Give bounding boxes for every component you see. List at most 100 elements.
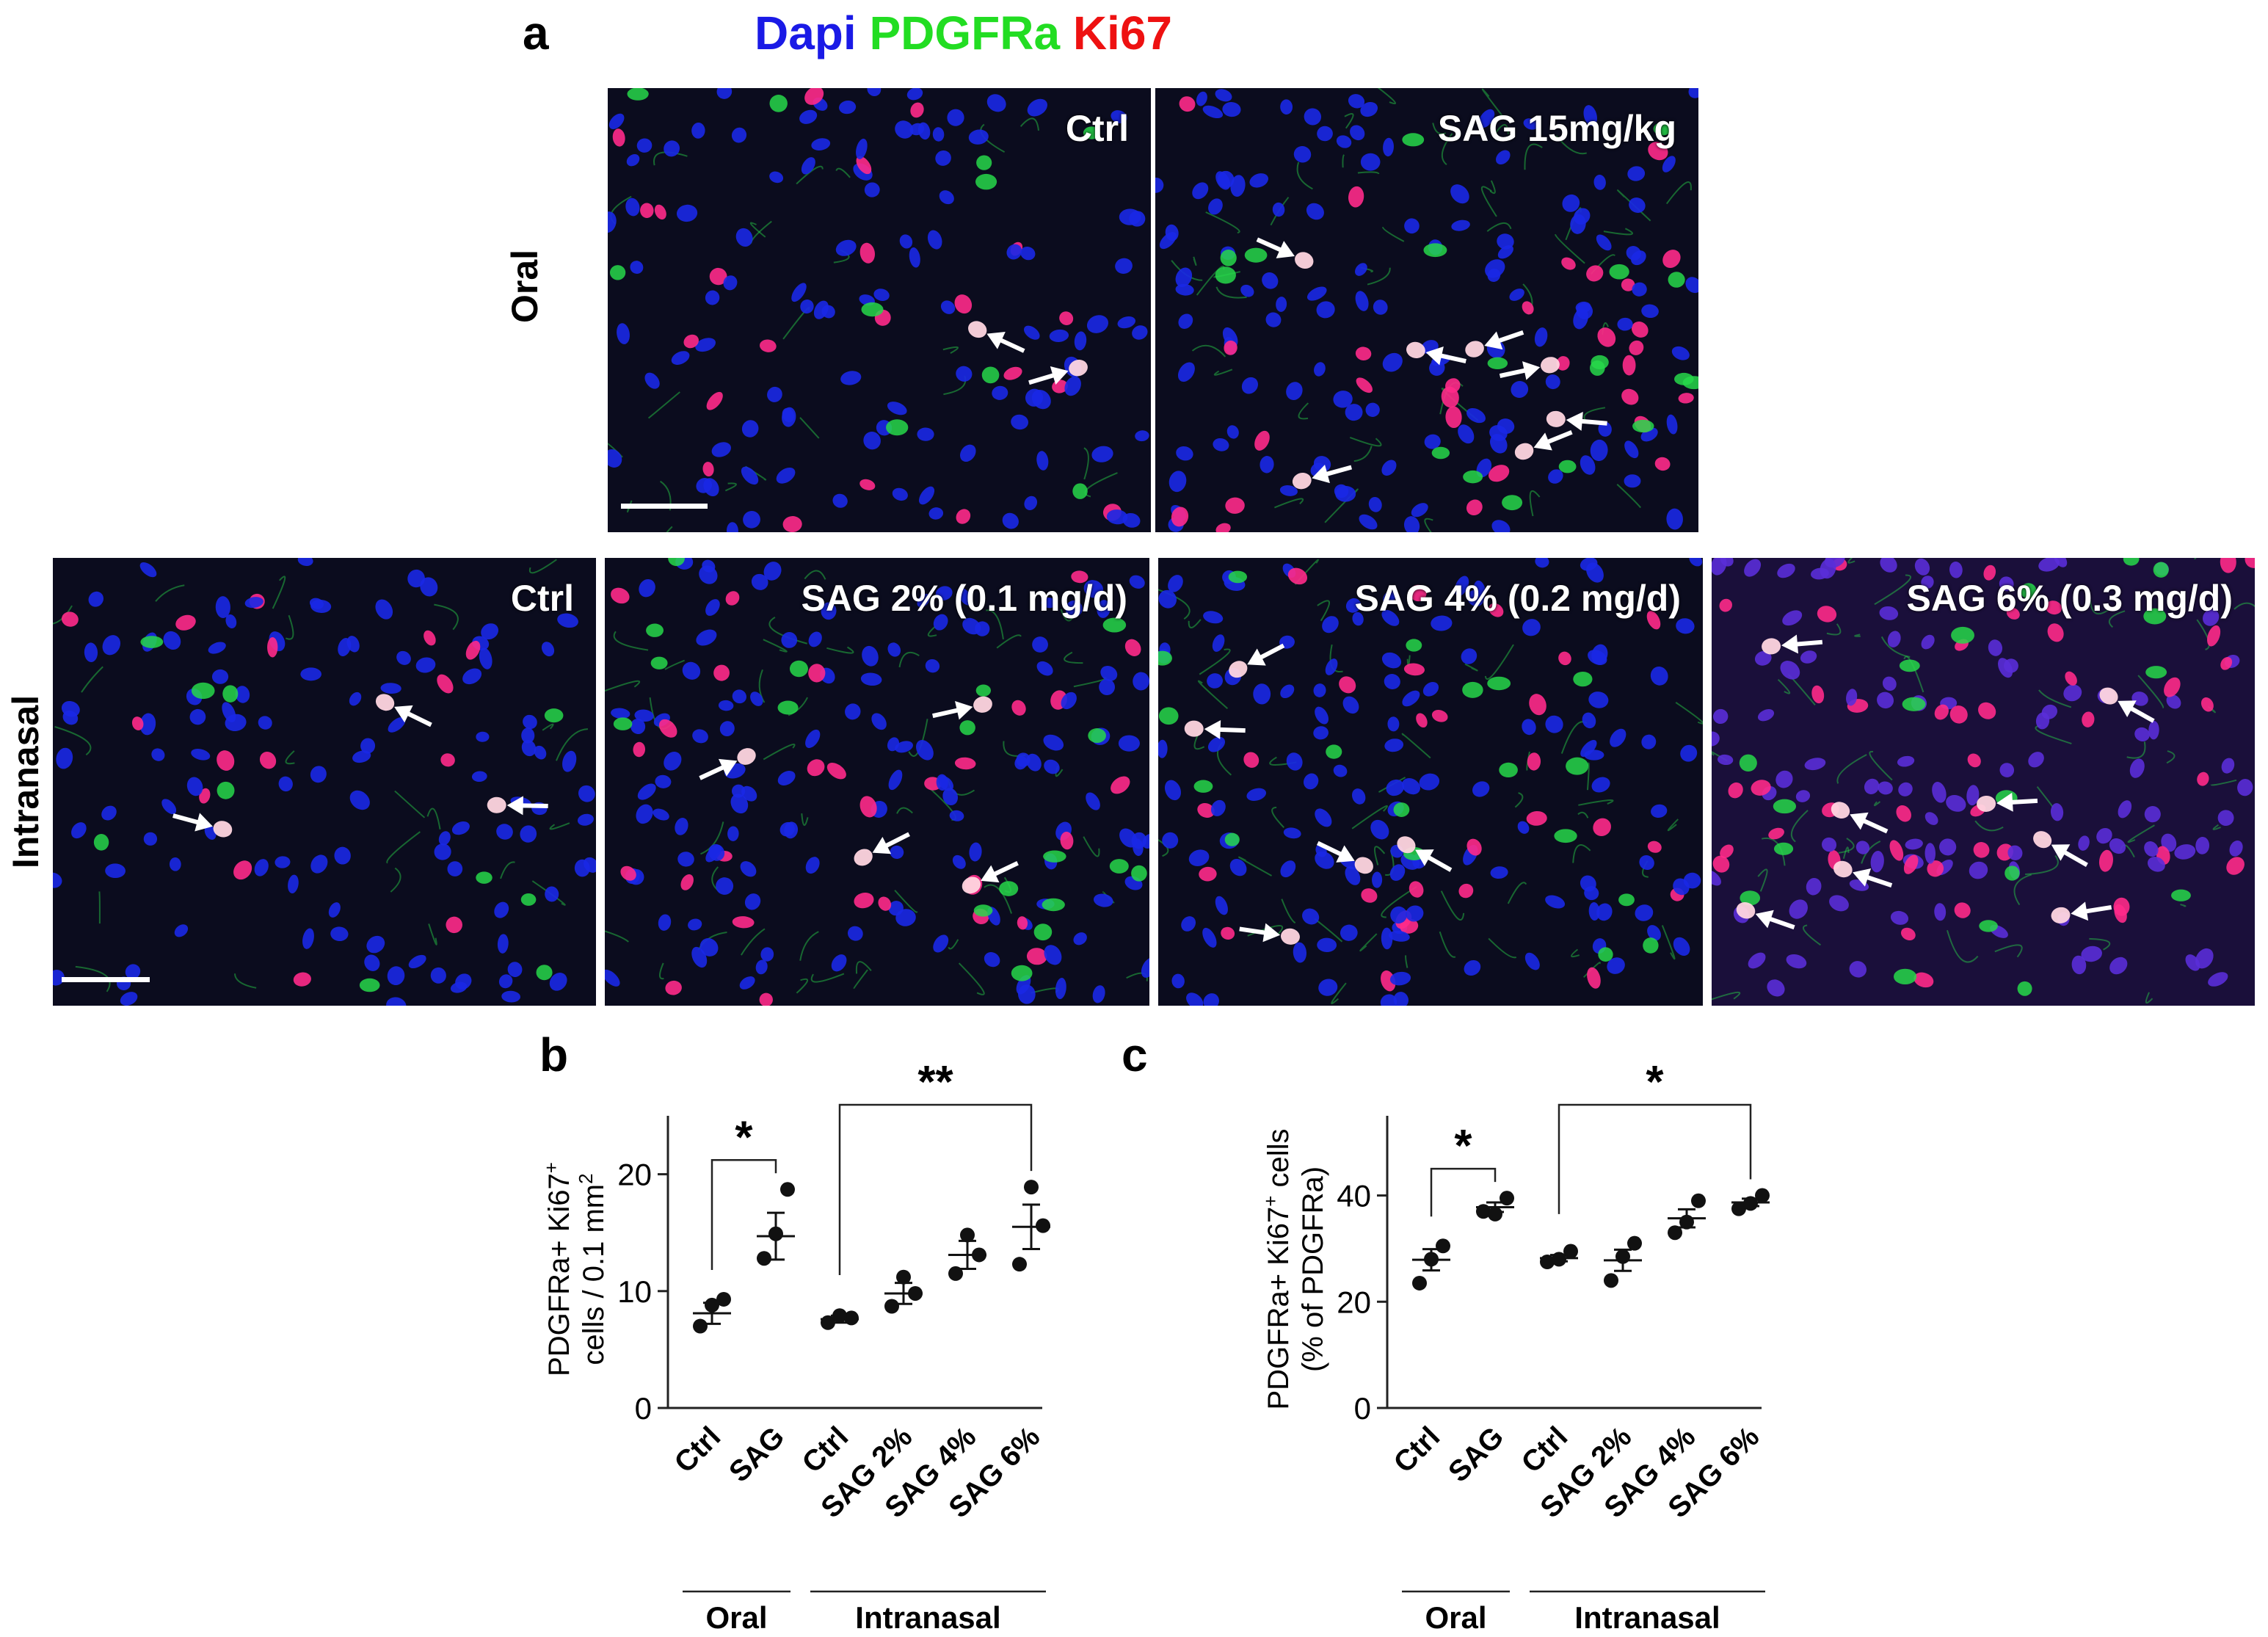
nucleus [577,813,594,826]
pdgfra-fiber [531,880,566,906]
nucleus [1243,752,1260,768]
nucleus [1020,246,1036,261]
pdgfra-fiber [390,867,401,893]
nucleus [699,938,719,957]
pdgfra-fiber [2210,779,2237,786]
nucleus [1026,948,1047,965]
nucleus [776,467,796,484]
nucleus [1406,905,1424,922]
nucleus [1666,508,1683,530]
nucleus [1383,137,1394,157]
nucleus [744,893,761,910]
nucleus [863,431,881,450]
nucleus [1287,567,1308,585]
nucleus [1342,696,1359,714]
arrow-head [1247,648,1266,666]
marked-cell [1762,638,1781,655]
nucleus [605,969,620,987]
pdgfra-fiber [763,743,796,761]
nucleus [992,385,1008,400]
nucleus [2217,810,2234,826]
marked-cell [1292,473,1312,490]
pdgfra-fiber [1342,154,1345,168]
nucleus [699,565,718,584]
nucleus [1384,738,1404,752]
nucleus [1534,327,1548,347]
nucleus [1179,96,1196,112]
nucleus [1717,754,1734,766]
micrograph-oral-sag: SAG 15mg/kg [1155,88,1698,532]
nucleus [1983,565,1996,581]
nucleus [871,713,887,730]
pdgfra-fiber [428,923,437,945]
arrow-marker [1256,237,1314,269]
nucleus [1509,288,1524,301]
nucleus [189,708,206,725]
nucleus [1576,302,1593,319]
nucleus [1352,611,1364,626]
nucleus [1597,327,1616,347]
nucleus [1629,197,1646,213]
nucleus [1411,503,1428,518]
nucleus [1333,764,1348,777]
nucleus [1348,94,1365,109]
group-label: Oral [705,1600,767,1635]
data-point [1500,1191,1514,1206]
nucleus [1458,883,1474,899]
data-point [884,1299,899,1314]
nucleus [1006,244,1022,260]
pdgfra-cell [1402,133,1425,147]
nucleus [750,692,763,706]
nucleus [496,824,513,840]
nucleus [222,702,236,722]
nucleus [1302,908,1320,925]
micrograph-canvas [1712,558,2255,1006]
micrograph-background [53,558,596,1006]
pdgfra-cell [1951,626,1974,644]
nucleus [1175,267,1193,288]
x-tick-label: Ctrl [1388,1420,1447,1479]
nucleus [1213,438,1229,451]
data-point [832,1308,847,1324]
marked-cell [2033,831,2052,849]
nucleus [984,952,1000,968]
nucleus [1203,993,1219,1006]
nucleus [620,865,636,881]
nucleus [839,100,857,115]
pdgfra-fiber [1349,436,1382,447]
nucleus [1404,218,1420,234]
pdgfra-fiber [1439,931,1456,958]
nucleus [1651,804,1668,818]
nucleus [655,774,672,788]
pdgfra-cell [1215,266,1236,284]
nucleus [854,892,874,909]
nucleus [1650,666,1668,686]
data-point [1012,1257,1027,1272]
marked-cell [1831,802,1850,818]
nucleus [1712,708,1729,725]
marked-cell [1397,836,1416,854]
data-point [1476,1204,1491,1219]
nucleus [1384,674,1400,689]
nucleus [1586,562,1604,583]
nucleus [1712,731,1720,747]
pdgfra-fiber [605,680,640,692]
nucleus [947,109,964,126]
nucleus [1821,837,1837,852]
nucleus [1387,716,1400,732]
nucleus [479,647,493,669]
arrow-head [1336,845,1355,863]
nucleus [420,577,438,597]
nucleus [781,632,798,648]
nucleus [407,569,425,588]
nucleus [1207,736,1226,752]
pdgfra-fiber [234,973,257,989]
arrow-marker [968,321,1025,353]
nucleus [1946,794,1966,812]
nucleus [1093,893,1113,907]
nucleus [1728,782,1743,799]
pdgfra-fiber [1317,600,1330,622]
nucleus [309,598,324,609]
significance-label: ** [917,1057,953,1108]
nucleus [56,747,73,769]
